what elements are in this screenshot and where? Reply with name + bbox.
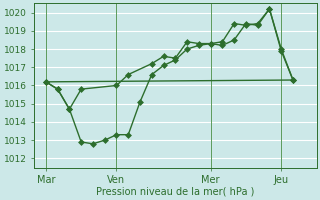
X-axis label: Pression niveau de la mer( hPa ): Pression niveau de la mer( hPa ) bbox=[96, 187, 254, 197]
